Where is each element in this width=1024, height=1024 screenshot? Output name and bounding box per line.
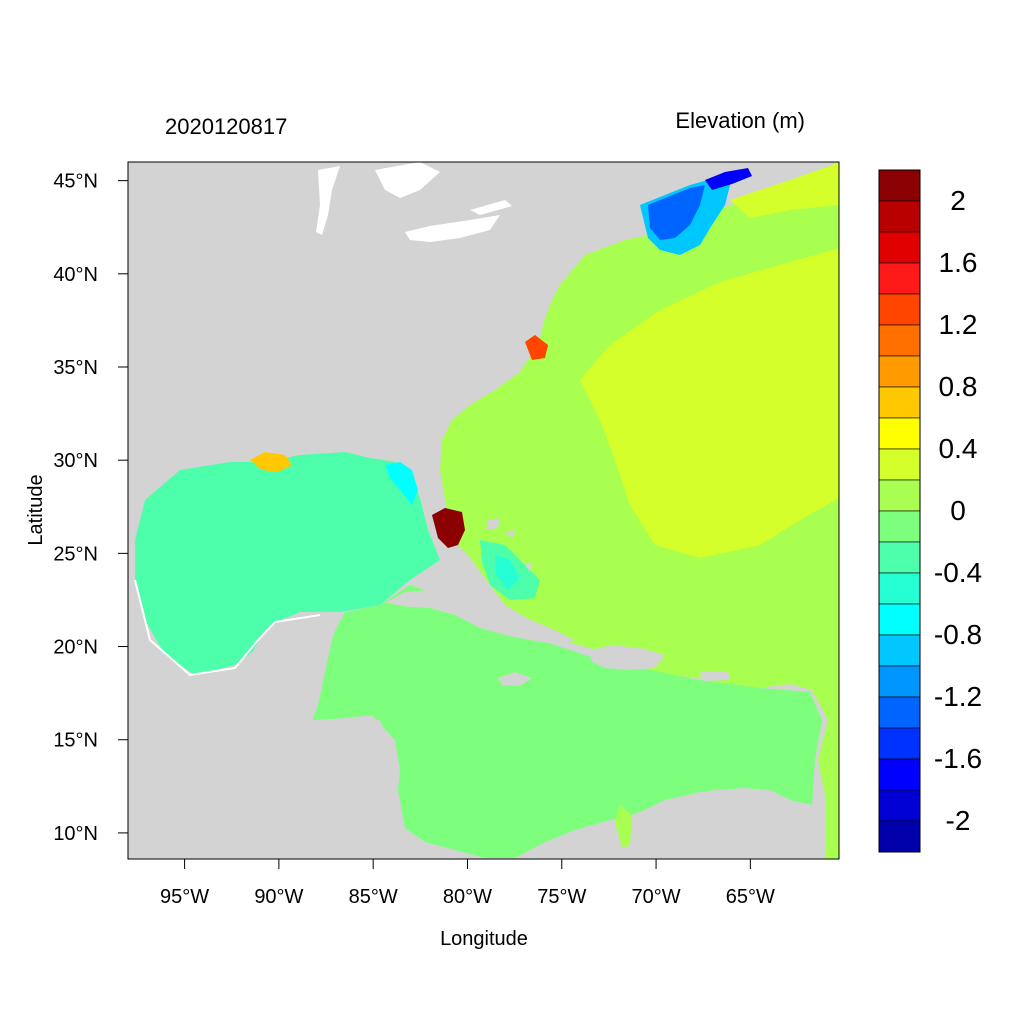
datetime-label: 2020120817 (165, 114, 287, 139)
puerto-rico (700, 672, 730, 681)
cuba (385, 590, 575, 645)
gulf-of-mexico (135, 452, 440, 675)
coastline-gulf (134, 579, 321, 677)
colorbar-swatch (878, 634, 921, 667)
colorbar-tick-label: -1.6 (934, 743, 982, 774)
lon-tick-label: 65°W (726, 886, 775, 908)
south-america (520, 790, 826, 859)
jamaica (498, 672, 532, 686)
lat-tick-label: 35°N (53, 357, 98, 379)
colorbar (878, 169, 921, 853)
lon-tick-label: 80°W (443, 886, 492, 908)
colorbar-frame (878, 169, 921, 853)
colorbar-tick-label: 1.2 (939, 309, 978, 340)
lat-tick-label: 30°N (53, 450, 98, 472)
longitude-ticks: 95°W 90°W 85°W 80°W 75°W 70°W 65°W (160, 859, 775, 908)
lon-tick-label: 75°W (537, 886, 586, 908)
colorbar-tick-label: 0.8 (939, 371, 978, 402)
colorbar-labels: 2 1.6 1.2 0.8 0.4 0 -0.4 -0.8 -1.2 -1.6 -2 (934, 185, 982, 836)
colorbar-swatch (878, 820, 921, 853)
colorbar-swatch (878, 417, 921, 450)
colorbar-tick-label: 0.4 (939, 433, 978, 464)
louisiana-surge (250, 452, 292, 472)
atlantic-edge-anomaly (730, 162, 839, 218)
colorbar-swatch (878, 758, 921, 791)
florida-surge (432, 508, 465, 548)
colorbar-tick-label: -1.2 (934, 681, 982, 712)
variable-label: Elevation (m) (675, 108, 805, 133)
bahamas-inner (495, 555, 520, 590)
colorbar-swatch (878, 789, 921, 822)
gulf-of-maine-core (648, 185, 705, 240)
colorbar-swatch (878, 510, 921, 543)
yucatan-peninsula (215, 612, 340, 722)
atlantic-high-anomaly (580, 248, 839, 558)
colorbar-swatch (878, 262, 921, 295)
hispaniola (590, 645, 665, 670)
lat-tick-label: 25°N (53, 543, 98, 565)
colorbar-swatch (878, 603, 921, 636)
colorbar-swatch (878, 355, 921, 388)
lat-tick-label: 45°N (53, 171, 98, 193)
colorbar-swatch (878, 324, 921, 357)
colorbar-swatch (878, 572, 921, 605)
colorbar-swatch (878, 200, 921, 233)
x-axis-label: Longitude (440, 928, 528, 950)
colorbar-tick-label: -2 (946, 805, 971, 836)
lat-tick-label: 40°N (53, 264, 98, 286)
lon-tick-label: 90°W (254, 886, 303, 908)
lat-tick-label: 15°N (53, 730, 98, 752)
central-america (128, 715, 430, 859)
west-florida-shelf-low (385, 462, 418, 505)
colorbar-tick-label: 1.6 (939, 247, 978, 278)
lat-tick-label: 10°N (53, 823, 98, 845)
lon-tick-label: 95°W (160, 886, 209, 908)
lat-tick-label: 20°N (53, 637, 98, 659)
map-panel (128, 162, 839, 859)
colorbar-swatch (878, 386, 921, 419)
great-lakes (316, 162, 512, 242)
carolina-surge (525, 335, 548, 360)
colorbar-swatch (878, 448, 921, 481)
colorbar-tick-label: 2 (950, 185, 966, 216)
colorbar-swatch (878, 696, 921, 729)
colorbar-swatch (878, 169, 921, 202)
colorbar-swatch (878, 727, 921, 760)
colorbar-swatch (878, 231, 921, 264)
y-axis-label: Latitude (25, 474, 47, 545)
caribbean-sea (312, 585, 822, 858)
bay-of-fundy-low (705, 168, 752, 190)
colorbar-tick-label: -0.8 (934, 619, 982, 650)
lon-tick-label: 70°W (632, 886, 681, 908)
colorbar-tick-label: 0 (950, 495, 966, 526)
colorbar-swatch (878, 293, 921, 326)
colorbar-tick-label: -0.4 (934, 557, 982, 588)
colorbar-swatch (878, 479, 921, 512)
colorbar-swatch (878, 665, 921, 698)
lon-tick-label: 85°W (349, 886, 398, 908)
map-frame (127, 161, 840, 860)
maracaibo-area (615, 805, 632, 848)
bahamas-islands (486, 518, 532, 572)
latitude-ticks: 45°N 40°N 35°N 30°N 25°N 20°N 15°N 10°N (53, 171, 128, 845)
colorbar-swatch (878, 541, 921, 574)
